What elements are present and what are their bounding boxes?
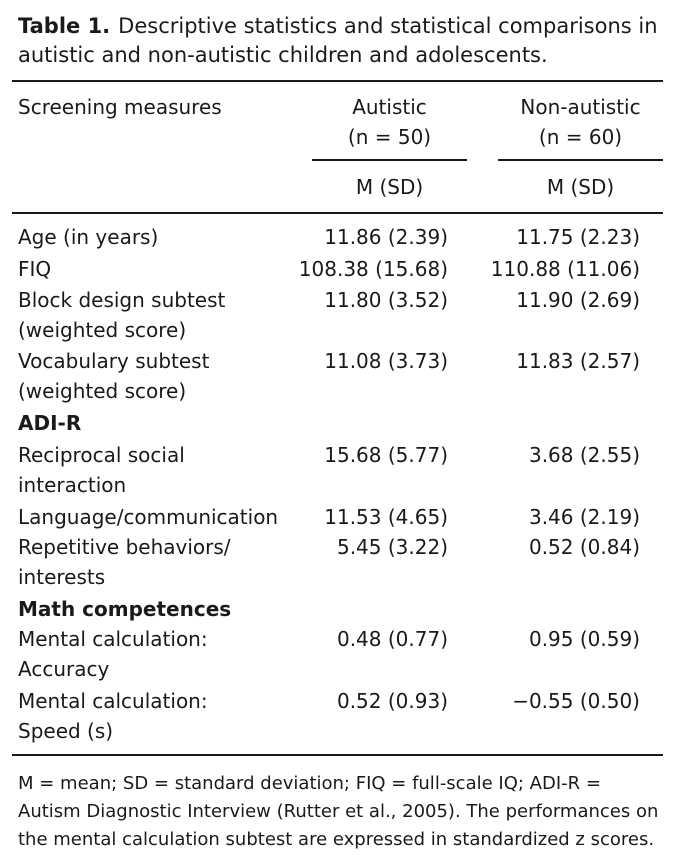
section-heading-math: Math competences xyxy=(18,597,232,621)
row-value-non-autistic: 3.46 (2.19) xyxy=(528,505,640,529)
row-label: Language/communication xyxy=(18,505,279,529)
autistic-header-rule xyxy=(312,159,467,161)
row-value-non-autistic: 3.68 (2.55) xyxy=(528,443,640,467)
row-label: Mental calculation: Speed (s) xyxy=(18,689,208,743)
row-value-non-autistic: 110.88 (11.06) xyxy=(490,257,640,281)
header-bottom-rule xyxy=(12,212,663,214)
row-value-non-autistic: 11.75 (2.23) xyxy=(516,225,640,249)
row-value-non-autistic: 11.83 (2.57) xyxy=(516,349,640,373)
row-value-non-autistic: 11.90 (2.69) xyxy=(516,288,640,312)
row-label: Mental calculation: Accuracy xyxy=(18,627,208,681)
row-value-autistic: 11.53 (4.65) xyxy=(324,505,448,529)
row-label: Repetitive behaviors/ interests xyxy=(18,535,231,589)
row-value-autistic: 11.08 (3.73) xyxy=(324,349,448,373)
row-value-non-autistic: 0.52 (0.84) xyxy=(528,535,640,559)
row-value-autistic: 0.48 (0.77) xyxy=(336,627,448,651)
header-non-autistic-n: (n = 60) xyxy=(538,125,623,149)
row-label: Reciprocal social interaction xyxy=(18,443,185,497)
subheader-msd-non-autistic: M (SD) xyxy=(546,175,615,199)
row-label: Age (in years) xyxy=(18,225,159,249)
section-heading-adir: ADI-R xyxy=(18,411,82,435)
header-autistic: Autistic xyxy=(352,95,427,119)
header-screening-measures: Screening measures xyxy=(18,95,222,119)
row-value-autistic: 0.52 (0.93) xyxy=(336,689,448,713)
caption-text: Descriptive statistics and statistical c… xyxy=(18,14,658,67)
header-autistic-n: (n = 50) xyxy=(347,125,432,149)
row-value-non-autistic: −0.55 (0.50) xyxy=(512,689,640,713)
top-rule xyxy=(12,80,663,82)
row-value-autistic: 108.38 (15.68) xyxy=(298,257,448,281)
table-caption: Table 1. Descriptive statistics and stati… xyxy=(18,12,668,70)
table-label: Table 1. xyxy=(18,14,111,38)
row-label: Block design subtest (weighted score) xyxy=(18,288,226,342)
row-value-autistic: 11.80 (3.52) xyxy=(324,288,448,312)
table-footnote: M = mean; SD = standard deviation; FIQ =… xyxy=(18,773,659,850)
header-non-autistic: Non-autistic xyxy=(520,95,641,119)
non-autistic-header-rule xyxy=(498,159,663,161)
row-label: Vocabulary subtest (weighted score) xyxy=(18,349,210,403)
table-bottom-rule xyxy=(12,754,663,756)
row-value-autistic: 11.86 (2.39) xyxy=(324,225,448,249)
row-value-autistic: 15.68 (5.77) xyxy=(324,443,448,467)
row-label: FIQ xyxy=(18,257,52,281)
row-value-autistic: 5.45 (3.22) xyxy=(336,535,448,559)
row-value-non-autistic: 0.95 (0.59) xyxy=(528,627,640,651)
subheader-msd-autistic: M (SD) xyxy=(355,175,424,199)
